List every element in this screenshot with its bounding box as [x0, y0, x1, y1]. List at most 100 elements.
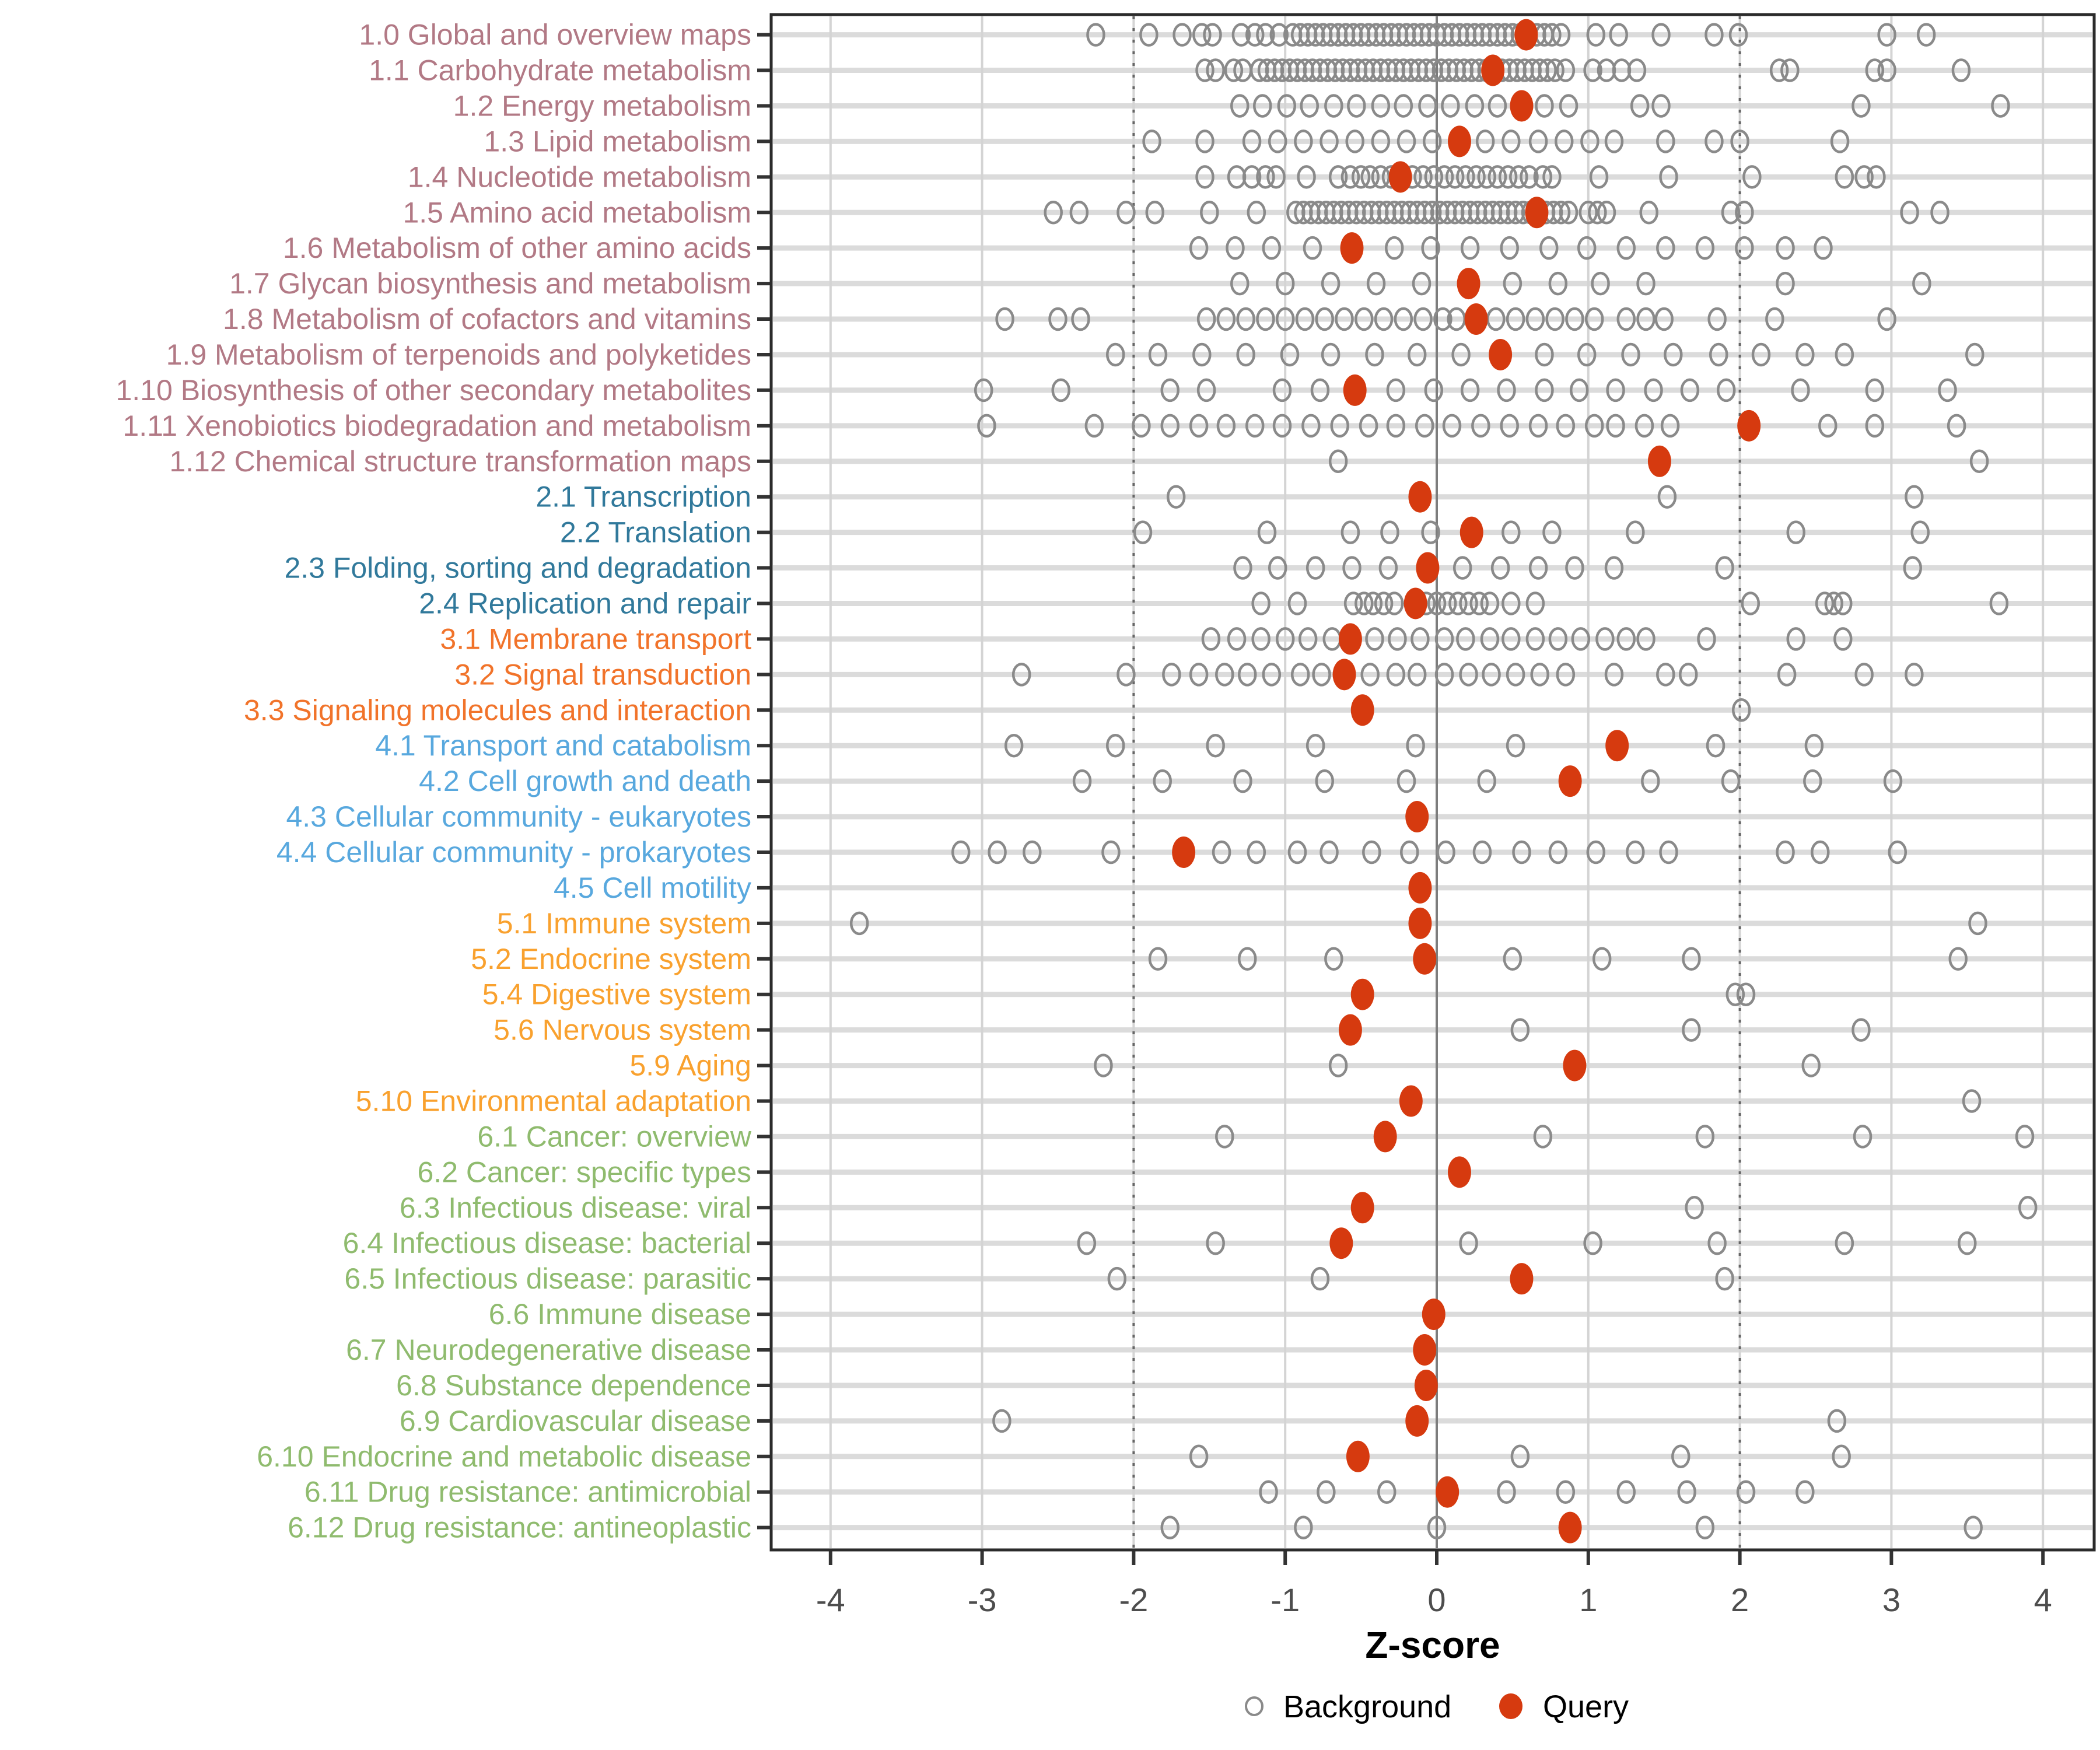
background-dot — [1230, 94, 1250, 118]
background-dot — [1679, 663, 1698, 687]
background-dot — [1639, 201, 1658, 225]
row-label: 3.1 Membrane transport — [440, 622, 751, 655]
background-dot — [1412, 271, 1432, 296]
background-dot — [1591, 271, 1610, 296]
x-tick-label: 2 — [1731, 1581, 1749, 1618]
background-dot — [1502, 130, 1521, 153]
query-dot — [1404, 587, 1427, 620]
background-dot — [1196, 378, 1216, 402]
x-tick-label: -4 — [816, 1581, 845, 1618]
background-dot — [988, 840, 1007, 864]
background-dot — [1374, 307, 1394, 331]
background-dot — [1488, 94, 1507, 118]
background-dot — [1315, 307, 1334, 331]
background-dot — [1269, 23, 1289, 47]
background-dot — [1166, 485, 1186, 509]
background-dot — [1371, 94, 1391, 118]
background-dot — [1510, 1018, 1530, 1042]
background-dot — [1520, 165, 1539, 189]
background-dot — [1427, 592, 1447, 615]
row-label: 6.2 Cancer: specific types — [418, 1156, 752, 1188]
query-dot — [1373, 1121, 1397, 1153]
background-dot — [1606, 414, 1625, 438]
x-tick-label: 4 — [2034, 1581, 2052, 1618]
background-dot — [1148, 342, 1168, 367]
background-dot — [1991, 94, 2010, 118]
background-dot — [1765, 307, 1784, 331]
background-dot — [1422, 130, 1442, 153]
background-dot — [1298, 627, 1318, 651]
background-dot — [1502, 592, 1521, 615]
background-dot — [1704, 130, 1724, 153]
background-dot — [1654, 307, 1674, 331]
background-dot — [1660, 414, 1680, 438]
background-dot — [1680, 378, 1700, 402]
query-dot — [1413, 1334, 1437, 1366]
background-dot — [1424, 378, 1444, 402]
x-tick-label: -3 — [968, 1581, 997, 1618]
background-dot — [1262, 663, 1282, 687]
background-dot — [1769, 58, 1789, 82]
query-dot — [1563, 1049, 1587, 1082]
background-dot — [1835, 342, 1854, 367]
background-dot — [1569, 378, 1589, 402]
background-dot — [1452, 556, 1472, 580]
background-dot — [1424, 165, 1444, 189]
query-dot — [1510, 90, 1534, 122]
background-dot — [1251, 592, 1270, 615]
background-dot — [1538, 58, 1557, 82]
background-dot — [1427, 1516, 1447, 1539]
background-dot — [1077, 1231, 1097, 1255]
background-dot — [1651, 94, 1671, 118]
background-dot — [1877, 58, 1896, 82]
background-dot — [1852, 94, 1871, 118]
background-dot — [1469, 592, 1489, 615]
background-dot — [1231, 23, 1251, 47]
query-dot — [1399, 1085, 1423, 1117]
row-label: 6.1 Cancer: overview — [477, 1120, 752, 1153]
background-dot — [1257, 520, 1277, 544]
background-dot — [1224, 58, 1244, 82]
background-dot — [1636, 307, 1656, 331]
background-dot — [1340, 520, 1360, 544]
background-dot — [1854, 165, 1874, 189]
background-dot — [1280, 342, 1300, 367]
background-dot — [1362, 840, 1381, 864]
background-dot — [1385, 236, 1404, 260]
background-dot — [1256, 307, 1275, 331]
background-dot — [1048, 307, 1068, 331]
query-dot — [1457, 268, 1480, 300]
background-dot — [1287, 592, 1307, 615]
background-dot — [1542, 165, 1562, 189]
background-dot — [1133, 520, 1153, 544]
row-label: 4.3 Cellular community - eukaryotes — [286, 800, 751, 833]
background-dot — [1297, 165, 1316, 189]
background-dot — [1189, 236, 1209, 260]
x-tick-label: -2 — [1119, 1581, 1149, 1618]
row-label: 5.6 Nervous system — [494, 1014, 751, 1046]
background-dot — [1203, 23, 1222, 47]
row-label: 1.9 Metabolism of terpenoids and polyket… — [166, 338, 751, 371]
background-dot — [1189, 663, 1209, 687]
background-dot — [1328, 1054, 1348, 1077]
query-legend-label: Query — [1543, 1689, 1629, 1724]
background-dot — [1434, 627, 1454, 651]
background-dot — [1445, 165, 1465, 189]
background-dot — [1388, 627, 1407, 651]
background-dot — [1824, 592, 1843, 615]
axis-ticks — [757, 33, 2045, 1565]
background-dot — [1192, 342, 1212, 367]
query-dot — [1329, 1227, 1353, 1259]
background-dot — [1328, 165, 1348, 189]
background-dot — [1677, 1480, 1696, 1504]
background-dot — [1268, 130, 1287, 153]
background-dot — [1535, 94, 1554, 118]
x-tick-label: 1 — [1579, 1581, 1597, 1618]
background-dot — [1351, 165, 1371, 189]
background-dot — [1776, 236, 1795, 260]
background-dot — [1506, 733, 1525, 758]
row-label: 1.11 Xenobiotics biodegradation and meta… — [123, 410, 751, 442]
query-dot — [1343, 374, 1367, 406]
background-dot — [1965, 342, 1985, 367]
background-dot — [1626, 840, 1645, 864]
